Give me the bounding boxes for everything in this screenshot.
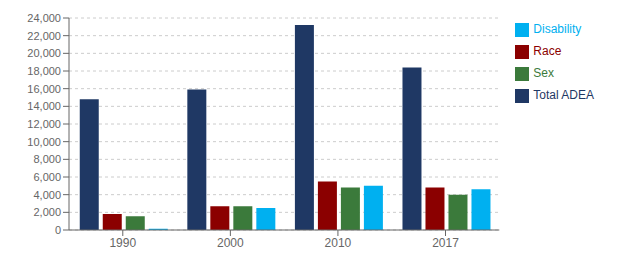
svg-text:2,000: 2,000	[33, 206, 61, 218]
svg-text:22,000: 22,000	[27, 30, 61, 42]
html-text:Disability: Disability	[533, 22, 582, 36]
svg-text:2000: 2000	[217, 236, 244, 250]
svg-text:20,000: 20,000	[27, 47, 61, 59]
html-text:Total ADEA: Total ADEA	[533, 88, 594, 102]
svg-text:4,000: 4,000	[33, 189, 61, 201]
html-text:Sex: Sex	[533, 66, 554, 80]
svg-text:2010: 2010	[325, 236, 352, 250]
html-text:Race: Race	[533, 44, 562, 58]
svg-text:0: 0	[55, 224, 61, 236]
svg-text:8,000: 8,000	[33, 153, 61, 165]
svg-text:6,000: 6,000	[33, 171, 61, 183]
svg-text:24,000: 24,000	[27, 12, 61, 24]
svg-text:14,000: 14,000	[27, 100, 61, 112]
svg-text:10,000: 10,000	[27, 136, 61, 148]
svg-text:12,000: 12,000	[27, 118, 61, 130]
svg-text:16,000: 16,000	[27, 83, 61, 95]
svg-text:2017: 2017	[432, 236, 459, 250]
svg-text:1990: 1990	[109, 236, 136, 250]
svg-text:18,000: 18,000	[27, 65, 61, 77]
